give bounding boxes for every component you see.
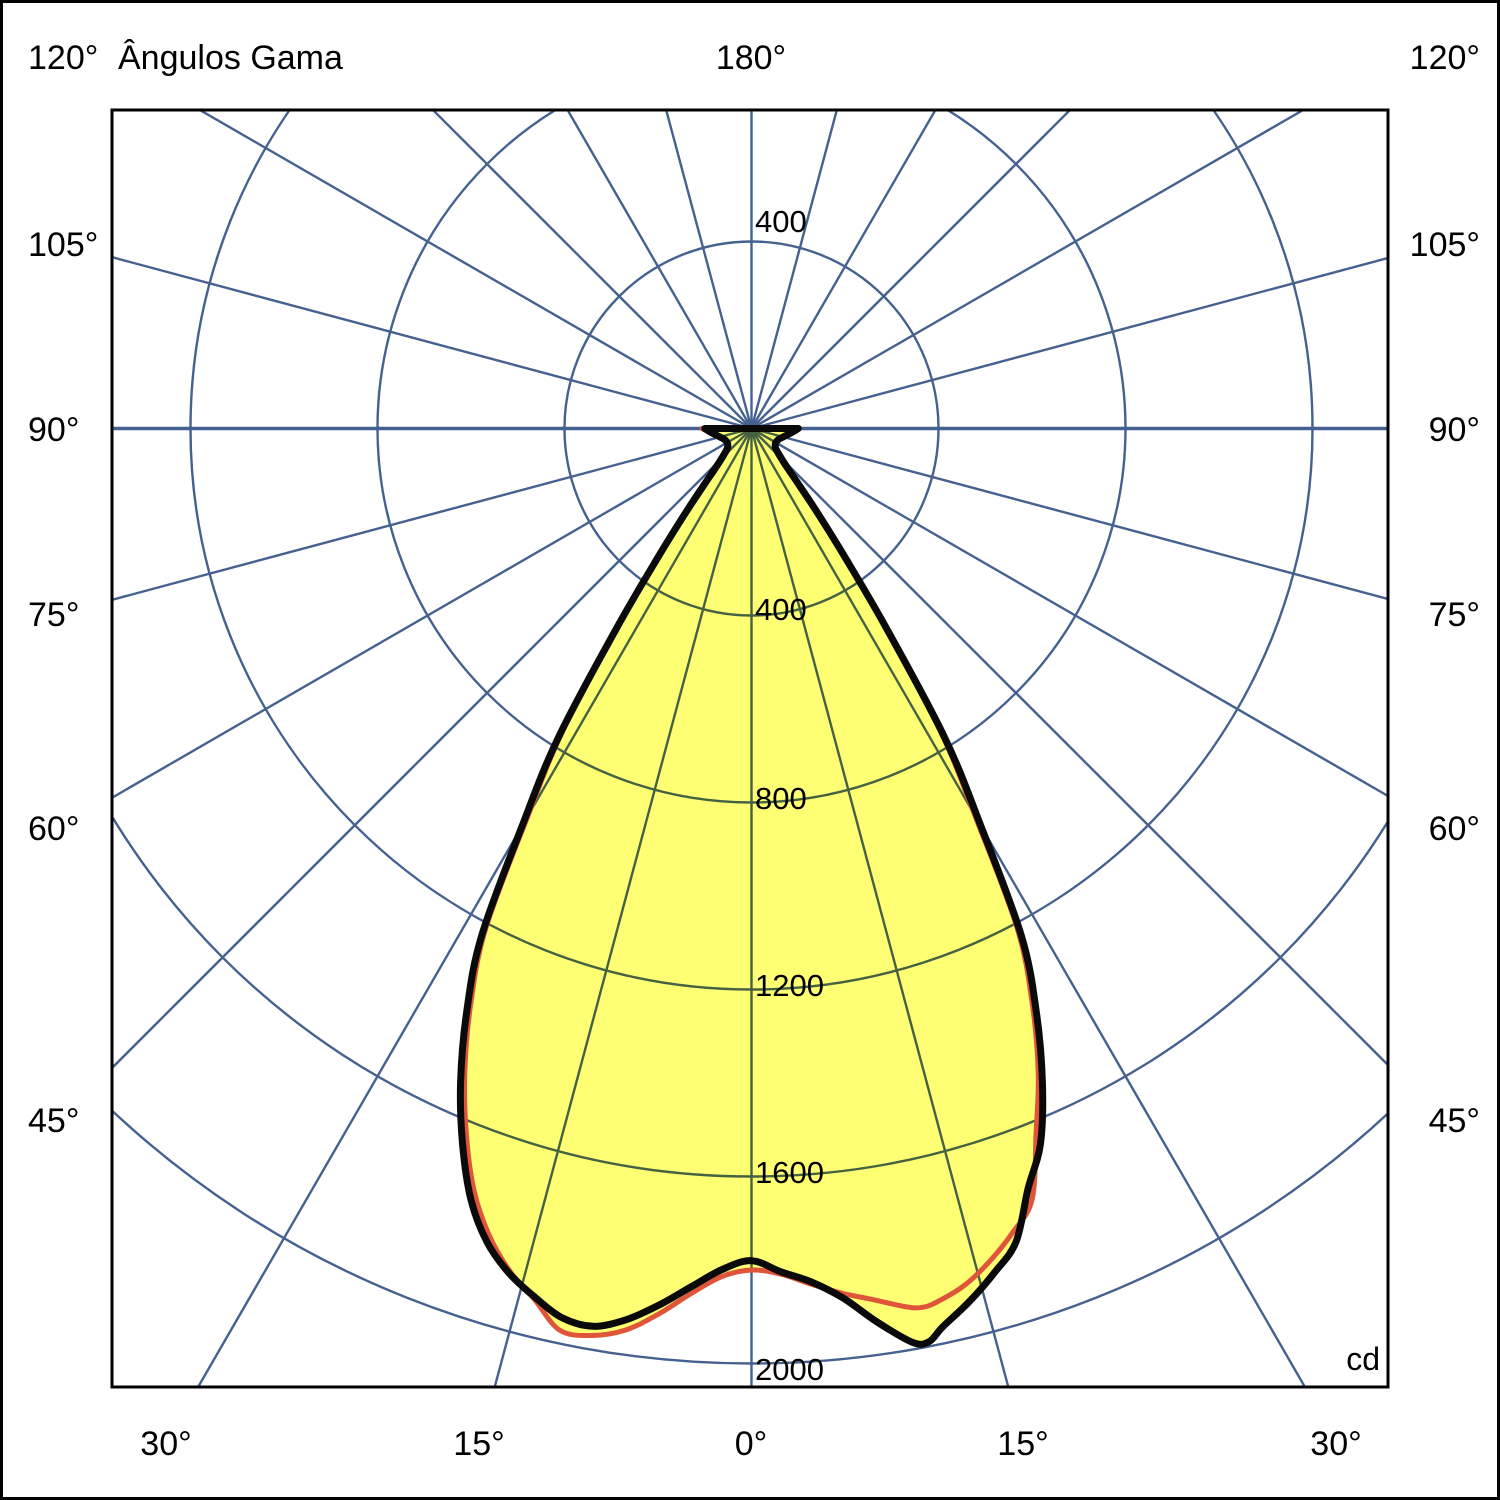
radial-tick-1600: 1600: [755, 1155, 824, 1190]
grid-ray-255: [112, 255, 752, 430]
grid-ray-60: [750, 427, 1388, 798]
angle-label-bottom-30L: 30°: [140, 1425, 191, 1463]
grid-circle-1200: [189, 110, 1314, 991]
grid-ray-330: [196, 427, 753, 1387]
angle-label-bottom-0: 0°: [735, 1425, 768, 1463]
angle-label-left-90: 90°: [28, 411, 79, 449]
angle-label-bottom-30R: 30°: [1310, 1425, 1361, 1463]
grid-ray-45: [750, 427, 1388, 1067]
grid-ray-105: [751, 256, 1388, 430]
grid-ray-135: [750, 110, 1072, 430]
radial-tick-800: 800: [755, 781, 807, 816]
plot-border: [110, 108, 1390, 1389]
angle-label-right-90: 90°: [1429, 411, 1480, 449]
grid-circle-400: [563, 240, 940, 617]
angle-label-left-105: 105°: [28, 226, 98, 264]
angle-label-right-45: 45°: [1429, 1102, 1480, 1140]
grid-ray-345: [493, 428, 753, 1387]
grid-ray-120: [750, 110, 1306, 430]
angle-label-bottom-15R: 15°: [997, 1425, 1048, 1463]
angle-label-right-60: 60°: [1429, 810, 1480, 848]
angle-label-top-180: 180°: [716, 39, 786, 77]
radial-tick-1200: 1200: [755, 968, 824, 1003]
angle-label-right-120: 120°: [1410, 39, 1480, 77]
intensity-curve-black: [456, 425, 1047, 1348]
grid-ray-75: [751, 427, 1388, 601]
chart-title: Ângulos Gama: [118, 39, 343, 77]
radial-tick-400: 400: [755, 592, 807, 627]
grid-ray-30: [750, 427, 1307, 1387]
grid-ray-210: [566, 110, 753, 430]
intensity-curves: [456, 425, 1047, 1348]
unit-label: cd: [1346, 1341, 1380, 1377]
angle-label-right-75: 75°: [1429, 596, 1480, 634]
radial-tick-400-top: 400: [755, 204, 807, 239]
grid-ray-300: [112, 427, 753, 800]
grid-circle-800: [376, 110, 1127, 804]
grid-circle-1600: [112, 813, 1388, 1178]
angle-label-right-105: 105°: [1410, 226, 1480, 264]
grid-ray-240: [197, 110, 753, 430]
grid-ray-285: [112, 427, 752, 602]
angle-label-bottom-15L: 15°: [453, 1425, 504, 1463]
grid-ray-315: [112, 427, 753, 1070]
angle-label-left-60: 60°: [28, 810, 79, 848]
angle-label-left-120: 120°: [28, 39, 98, 77]
grid-ray-15: [750, 428, 1010, 1387]
grid-ray-150: [750, 110, 937, 430]
grid-ray-225: [431, 110, 753, 430]
grid-circle-2000: [112, 1108, 1388, 1365]
radial-tick-2000: 2000: [755, 1352, 824, 1387]
angle-label-left-45: 45°: [28, 1102, 79, 1140]
grid-ray-195: [664, 110, 753, 429]
grid-ray-165: [750, 110, 839, 429]
angle-label-left-75: 75°: [28, 596, 79, 634]
